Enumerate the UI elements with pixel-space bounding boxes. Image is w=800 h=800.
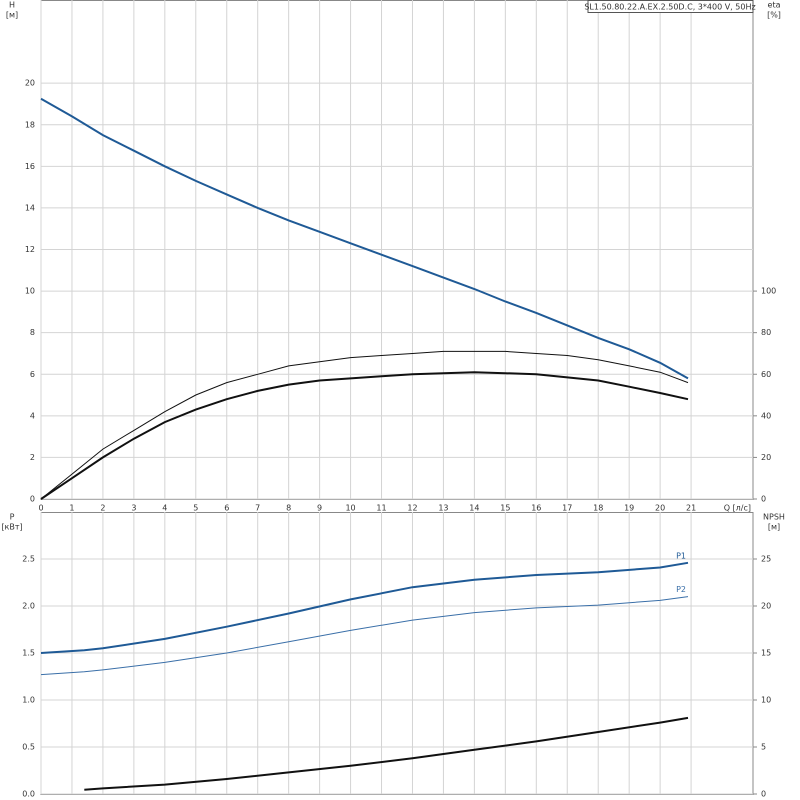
y-axis-label: H xyxy=(9,1,15,10)
y-axis-unit: [м] xyxy=(6,11,18,20)
curve xyxy=(40,350,689,500)
x-tick-label: 12 xyxy=(407,504,417,513)
y-tick-label: 0.0 xyxy=(22,790,35,799)
x-tick-label: 6 xyxy=(224,504,229,513)
x-tick-label: 14 xyxy=(469,504,479,513)
y2-tick-label: 100 xyxy=(761,287,776,296)
y-tick-label: 4 xyxy=(30,411,35,420)
y-tick-label: 8 xyxy=(30,328,35,337)
x-tick-label: 18 xyxy=(593,504,603,513)
series-label: P2 xyxy=(676,585,686,594)
x-tick-label: 8 xyxy=(286,504,291,513)
x-tick-label: 7 xyxy=(255,504,260,513)
chart-title: SL1.50.80.22.A.EX.2.50D.C, 3*400 V, 50Hz xyxy=(584,3,755,12)
y2-tick-label: 60 xyxy=(761,370,771,379)
x-tick-label: 17 xyxy=(562,504,572,513)
y-tick-label: 14 xyxy=(25,203,35,212)
x-tick-label: 4 xyxy=(162,504,167,513)
curve xyxy=(84,716,689,791)
y-tick-label: 12 xyxy=(25,245,35,254)
title-box xyxy=(587,0,754,13)
y2-tick-label: 80 xyxy=(761,328,771,337)
x-tick-label: 10 xyxy=(345,504,355,513)
x-tick-label: 15 xyxy=(500,504,510,513)
x-tick-label: 1 xyxy=(69,504,74,513)
y2-tick-label: 10 xyxy=(761,696,771,705)
curve xyxy=(40,371,689,500)
x-tick-label: 21 xyxy=(686,504,696,513)
y-tick-label: 18 xyxy=(25,120,35,129)
y-tick-label: 2.0 xyxy=(22,602,35,611)
y2-axis-label: eta xyxy=(768,1,781,10)
y2-axis-unit: [%] xyxy=(767,11,781,20)
y2-tick-label: 20 xyxy=(761,602,771,611)
y2-tick-label: 25 xyxy=(761,555,771,564)
x-tick-label: 3 xyxy=(131,504,136,513)
y-axis-unit: [кВт] xyxy=(1,523,22,532)
y2-axis-unit: [м] xyxy=(768,523,780,532)
x-tick-label: 16 xyxy=(531,504,541,513)
y-tick-label: 0 xyxy=(30,495,35,504)
y-tick-label: 2.5 xyxy=(22,555,35,564)
y2-tick-label: 15 xyxy=(761,649,771,658)
y-tick-label: 10 xyxy=(25,287,35,296)
y-tick-label: 1.5 xyxy=(22,649,35,658)
x-tick-label: 5 xyxy=(193,504,198,513)
curve xyxy=(40,97,689,380)
x-tick-label: 19 xyxy=(624,504,634,513)
y-tick-label: 20 xyxy=(25,79,35,88)
y2-tick-label: 0 xyxy=(761,790,766,799)
y2-tick-label: 5 xyxy=(761,743,766,752)
y2-tick-label: 20 xyxy=(761,453,771,462)
x-tick-label: 20 xyxy=(655,504,665,513)
y-tick-label: 1.0 xyxy=(22,696,35,705)
x-tick-label: 13 xyxy=(438,504,448,513)
y2-tick-label: 0 xyxy=(761,495,766,504)
y-tick-label: 16 xyxy=(25,162,35,171)
x-tick-label: 2 xyxy=(100,504,105,513)
x-tick-label: 11 xyxy=(376,504,386,513)
curve xyxy=(40,561,689,654)
y2-axis-label: NPSH xyxy=(763,513,785,522)
x-tick-label: 0 xyxy=(38,504,43,513)
y-tick-label: 2 xyxy=(30,453,35,462)
series-label: P1 xyxy=(676,551,686,560)
y-tick-label: 0.5 xyxy=(22,743,35,752)
curve xyxy=(40,596,689,676)
y-axis-label: P xyxy=(10,513,15,522)
x-tick-label: 9 xyxy=(317,504,322,513)
x-axis-label: Q [л/с] xyxy=(724,504,751,513)
y2-tick-label: 40 xyxy=(761,411,771,420)
y-tick-label: 6 xyxy=(30,370,35,379)
